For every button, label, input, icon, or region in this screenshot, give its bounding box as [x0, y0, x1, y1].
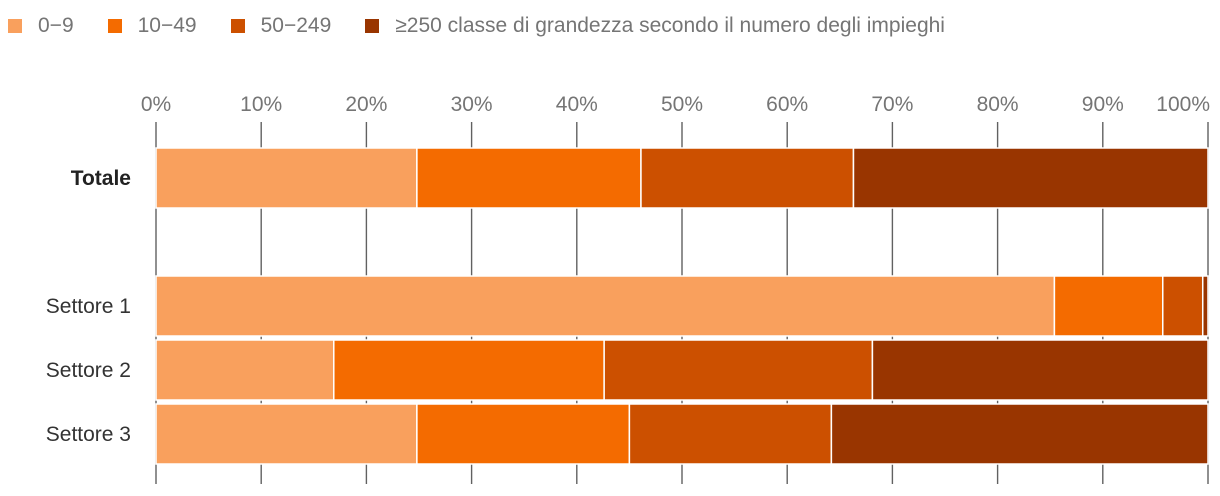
- legend-swatch-250-plus: [365, 19, 380, 33]
- bar-segment: [1201, 275, 1209, 337]
- bar-segment: [1053, 275, 1164, 337]
- category-label: Totale: [71, 167, 131, 190]
- bar-segment: [416, 403, 631, 465]
- x-tick-label: 100%: [1156, 93, 1210, 116]
- legend-swatch-0-9: [8, 19, 22, 33]
- x-tick-label: 20%: [345, 93, 387, 116]
- x-tick-label: 80%: [977, 93, 1019, 116]
- bar-segment: [628, 403, 833, 465]
- bar-segment: [416, 147, 642, 209]
- category-label: Settore 2: [46, 359, 131, 382]
- x-tick-label: 10%: [240, 93, 282, 116]
- bar-segment: [640, 147, 855, 209]
- legend-label-10-49: 10−49: [137, 14, 197, 37]
- bar-segment: [871, 339, 1209, 401]
- x-tick-label: 40%: [556, 93, 598, 116]
- bar-segment: [155, 147, 418, 209]
- bars: [155, 147, 1209, 465]
- bar-segment: [155, 339, 335, 401]
- x-tick-label: 0%: [141, 93, 171, 116]
- category-label: Settore 3: [46, 423, 131, 446]
- legend-item-250-plus: ≥250 classe di grandezza secondo il nume…: [365, 14, 945, 38]
- bar-segment: [1162, 275, 1204, 337]
- legend: 0−9 10−49 50−249 ≥250 classe di grandezz…: [8, 12, 979, 40]
- legend-swatch-50-249: [230, 19, 245, 33]
- legend-item-0-9: 0−9: [8, 14, 74, 38]
- bar-segment: [830, 403, 1209, 465]
- legend-label-250-plus: ≥250 classe di grandezza secondo il nume…: [395, 14, 945, 37]
- x-tick-label: 90%: [1082, 93, 1124, 116]
- x-tick-label: 50%: [661, 93, 703, 116]
- x-tick-label: 60%: [766, 93, 808, 116]
- legend-item-50-249: 50−249: [230, 14, 332, 38]
- x-tick-label: 30%: [451, 93, 493, 116]
- bar-segment: [155, 275, 1056, 337]
- legend-label-0-9: 0−9: [38, 14, 74, 37]
- legend-item-10-49: 10−49: [107, 14, 197, 38]
- category-label: Settore 1: [46, 295, 131, 318]
- bar-segment: [155, 403, 418, 465]
- x-axis-tick-labels: 0% 10% 20% 30% 40% 50% 60% 70% 80% 90% 100%: [141, 93, 1210, 116]
- bar-segment: [852, 147, 1209, 209]
- bar-segment: [333, 339, 605, 401]
- x-tick-label: 70%: [871, 93, 913, 116]
- legend-label-50-249: 50−249: [260, 14, 332, 37]
- bar-segment: [603, 339, 874, 401]
- legend-swatch-10-49: [107, 19, 122, 33]
- category-labels: Totale Settore 1 Settore 2 Settore 3: [46, 167, 131, 446]
